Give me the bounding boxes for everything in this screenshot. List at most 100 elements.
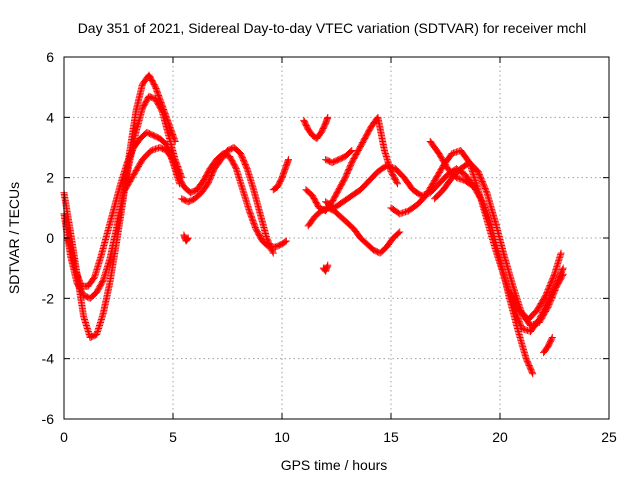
data-point xyxy=(149,146,157,154)
data-point xyxy=(184,235,192,243)
data-point xyxy=(396,228,404,236)
data-point xyxy=(519,325,527,333)
axis-ticks: 0 5 10 15 20 25 -6 -4 -2 0 2 4 6 xyxy=(42,49,617,445)
y-tick-label: -6 xyxy=(42,411,55,427)
data-point xyxy=(479,198,487,206)
data-marks xyxy=(60,71,567,378)
data-point xyxy=(395,229,403,237)
x-tick-label: 15 xyxy=(383,429,399,445)
data-series xyxy=(322,147,356,167)
data-point xyxy=(531,320,539,328)
data-point xyxy=(559,270,567,278)
data-point xyxy=(383,162,391,170)
data-series xyxy=(426,137,537,378)
x-tick-label: 10 xyxy=(274,429,290,445)
data-point xyxy=(394,180,402,188)
data-point xyxy=(479,199,487,207)
data-point xyxy=(281,238,289,246)
data-series xyxy=(507,249,565,323)
data-point xyxy=(347,148,355,156)
data-point xyxy=(152,145,160,153)
data-point xyxy=(402,208,410,216)
data-point xyxy=(454,174,462,182)
data-point xyxy=(528,368,536,376)
data-point xyxy=(324,113,332,121)
data-point xyxy=(324,261,332,269)
data-point xyxy=(559,266,567,274)
y-tick-label: -4 xyxy=(42,351,55,367)
data-point xyxy=(483,211,491,219)
data-point xyxy=(448,150,456,158)
data-series xyxy=(269,156,293,194)
data-point xyxy=(484,213,492,221)
data-point xyxy=(550,272,558,280)
data-point xyxy=(548,335,556,343)
data-point xyxy=(77,281,85,289)
data-point xyxy=(529,320,537,328)
data-point xyxy=(521,326,529,334)
data-point xyxy=(481,205,489,213)
data-series xyxy=(302,113,402,215)
data-point xyxy=(384,162,392,170)
data-point xyxy=(157,106,165,114)
data-series xyxy=(431,159,567,329)
data-point xyxy=(386,163,394,171)
data-point xyxy=(282,237,290,245)
y-tick-label: -2 xyxy=(42,290,55,306)
data-point xyxy=(451,149,459,157)
data-point xyxy=(483,209,491,217)
data-point xyxy=(559,264,567,272)
data-point xyxy=(150,146,158,154)
x-tick-label: 5 xyxy=(169,429,177,445)
data-point xyxy=(269,248,277,256)
y-tick-label: 4 xyxy=(46,109,54,125)
y-tick-label: 2 xyxy=(46,170,54,186)
data-series xyxy=(178,144,277,257)
data-point xyxy=(387,163,395,171)
data-series xyxy=(304,204,404,257)
y-axis-label: SDTVAR / TECUs xyxy=(6,182,22,294)
data-series xyxy=(300,113,332,142)
data-point xyxy=(482,187,490,195)
data-point xyxy=(396,210,404,218)
data-point xyxy=(558,272,566,280)
data-point xyxy=(393,178,401,186)
x-tick-label: 25 xyxy=(601,429,617,445)
data-point xyxy=(480,202,488,210)
y-tick-label: 6 xyxy=(46,49,54,65)
data-point xyxy=(532,319,540,327)
data-point xyxy=(348,147,356,155)
data-point xyxy=(548,334,556,342)
data-point xyxy=(528,321,536,329)
data-series xyxy=(180,231,192,245)
data-point xyxy=(480,201,488,209)
data-point xyxy=(397,209,405,217)
data-point xyxy=(231,163,239,171)
data-point xyxy=(557,249,565,257)
data-point xyxy=(458,176,466,184)
data-point xyxy=(399,209,407,217)
data-point xyxy=(482,208,490,216)
data-point xyxy=(269,249,277,257)
data-point xyxy=(484,212,492,220)
data-point xyxy=(457,175,465,183)
data-point xyxy=(243,163,251,171)
data-series xyxy=(319,261,332,275)
data-point xyxy=(285,156,293,164)
data-point xyxy=(482,206,490,214)
data-point xyxy=(388,164,396,172)
data-point xyxy=(400,208,408,216)
data-series xyxy=(540,334,556,357)
x-axis-label: GPS time / hours xyxy=(281,457,388,473)
data-point xyxy=(147,147,155,155)
data-point xyxy=(529,370,537,378)
chart-title: Day 351 of 2021, Sidereal Day-to-day VTE… xyxy=(78,20,587,36)
data-point xyxy=(184,234,192,242)
data-point xyxy=(455,175,463,183)
data-point xyxy=(527,321,535,329)
y-tick-label: 0 xyxy=(46,230,54,246)
data-point xyxy=(99,278,107,286)
data-point xyxy=(481,203,489,211)
data-point xyxy=(449,149,457,157)
